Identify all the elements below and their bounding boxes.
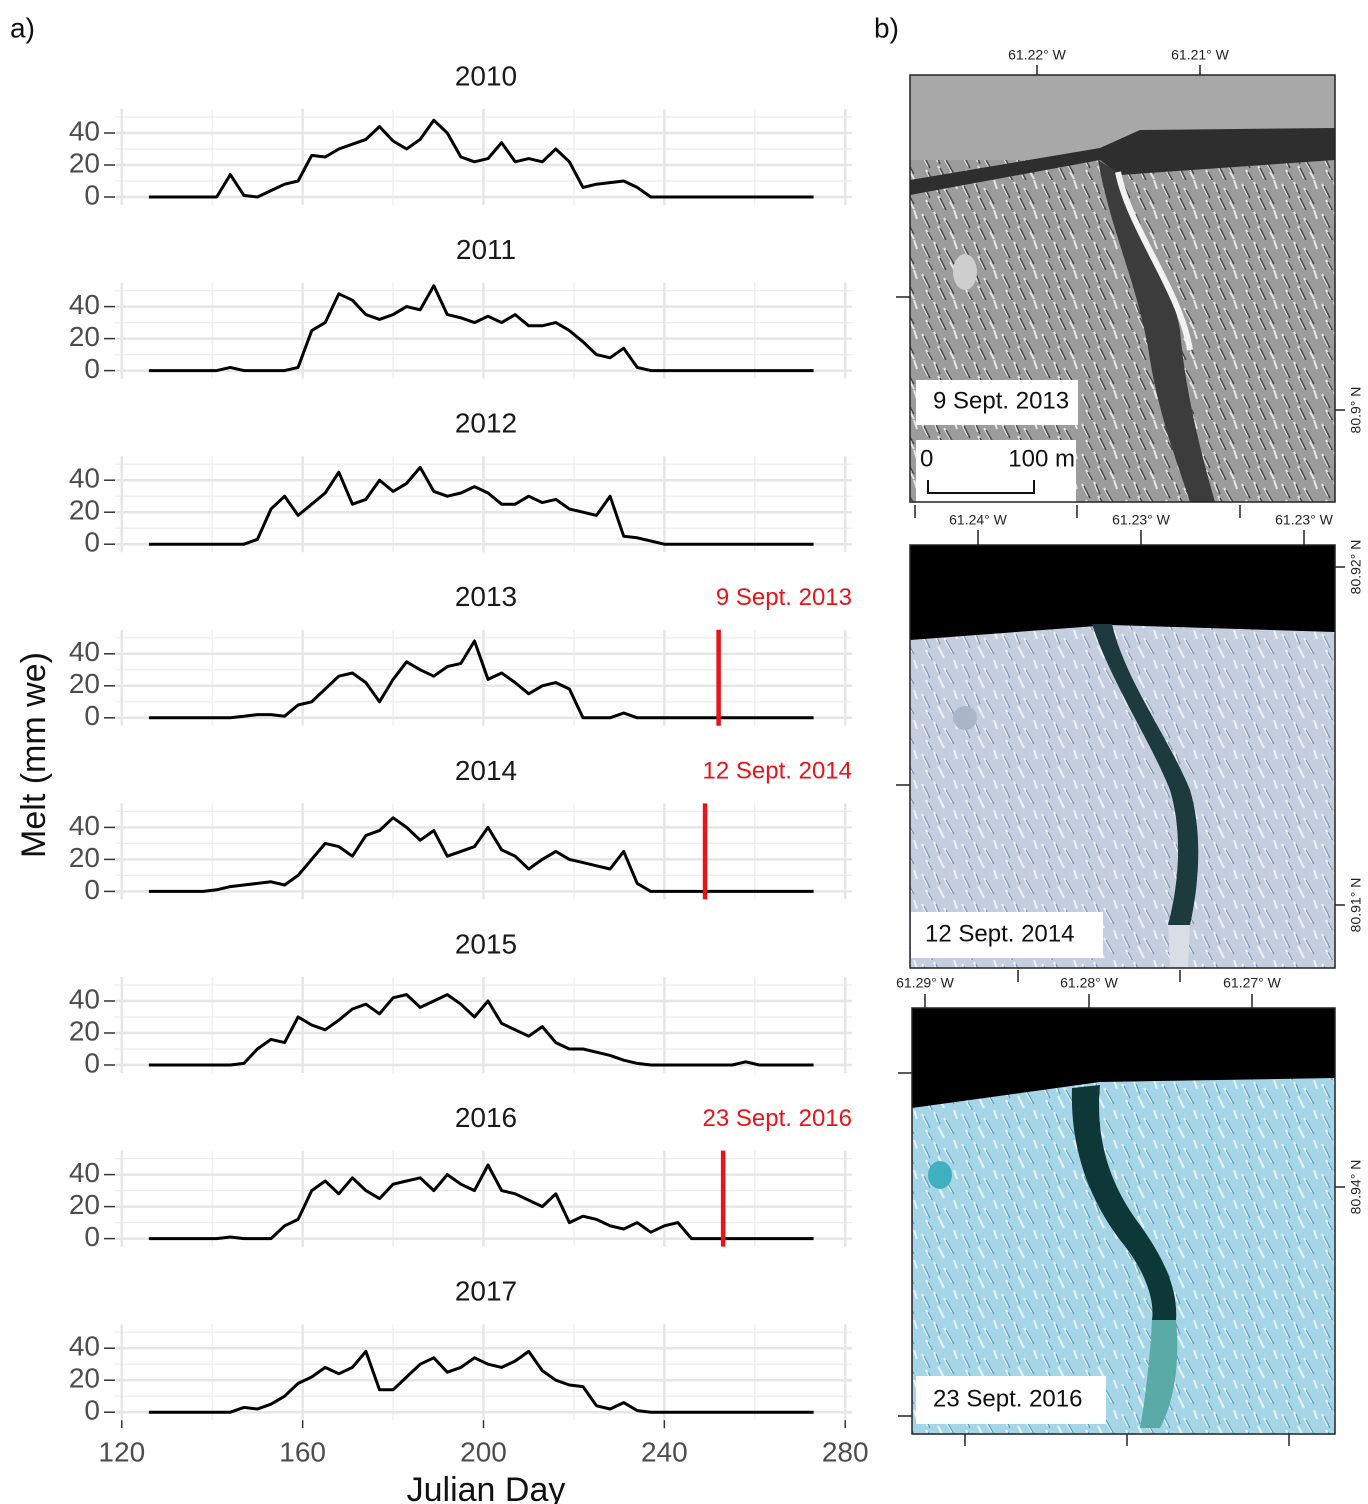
event-label: 12 Sept. 2014: [703, 758, 852, 785]
melt-line: [149, 818, 814, 892]
y-tick-label: 20: [69, 1015, 100, 1046]
image-date: 12 Sept. 2014: [925, 920, 1074, 947]
y-tick-label: 0: [84, 179, 100, 210]
y-tick-label: 0: [84, 1047, 100, 1078]
panel-title: 2016: [455, 1102, 517, 1133]
y-tick-label: 40: [69, 983, 100, 1014]
y-tick-label: 20: [69, 1189, 100, 1220]
x-tick-label: 280: [822, 1437, 869, 1468]
y-tick-label: 20: [69, 842, 100, 873]
event-label: 23 Sept. 2016: [703, 1105, 852, 1132]
satellite-image: 12 Sept. 2014 61.24° W 61.23° W 61.23° W…: [896, 512, 1364, 982]
panel-title: 2012: [455, 408, 517, 439]
y-tick-label: 0: [84, 527, 100, 558]
lon-tick-label: 61.23° W: [1275, 512, 1334, 528]
x-tick-label: 240: [641, 1437, 688, 1468]
y-tick-label: 0: [84, 353, 100, 384]
panel-title: 2014: [455, 755, 517, 786]
panel-title: 2017: [455, 1276, 517, 1307]
lat-tick-label: 80.9° N: [1348, 387, 1364, 434]
x-tick-label: 160: [279, 1437, 326, 1468]
lon-tick-label: 61.27° W: [1223, 975, 1282, 991]
panel-title: 2013: [455, 581, 517, 612]
y-tick-label: 40: [69, 1157, 100, 1188]
y-tick-label: 40: [69, 1331, 100, 1362]
melt-line: [149, 467, 814, 544]
panel-title: 2010: [455, 60, 517, 91]
image-date: 9 Sept. 2013: [933, 387, 1069, 414]
melt-line: [149, 1351, 814, 1412]
lon-tick-label: 61.21° W: [1171, 47, 1230, 63]
event-label: 9 Sept. 2013: [716, 584, 852, 611]
lon-tick-label: 61.23° W: [1112, 512, 1171, 528]
panel-label: a): [10, 12, 35, 43]
panel-label: b): [874, 12, 899, 43]
lon-tick-label: 61.24° W: [949, 512, 1008, 528]
melt-line: [149, 286, 814, 371]
lat-tick-label: 80.92° N: [1348, 540, 1364, 595]
satellite-image: 9 Sept. 2013 0 100 m 61.22° W 61.21° W 8…: [896, 47, 1364, 518]
lat-tick-label: 80.91° N: [1348, 878, 1364, 933]
melt-line: [149, 995, 814, 1065]
satellite-image: 23 Sept. 2016 61.29° W 61.28° W 61.27° W…: [896, 975, 1364, 1446]
y-tick-label: 20: [69, 147, 100, 178]
melt-line: [149, 1165, 814, 1239]
panel-title: 2015: [455, 928, 517, 959]
lon-tick-label: 61.29° W: [896, 975, 955, 991]
scale-label: 100 m: [1008, 445, 1075, 472]
scale-label: 0: [920, 445, 933, 472]
melt-line: [149, 120, 814, 197]
y-tick-label: 40: [69, 636, 100, 667]
lat-tick-label: 80.94° N: [1348, 1160, 1364, 1215]
y-axis-title: Melt (mm we): [15, 652, 53, 858]
image-date: 23 Sept. 2016: [933, 1385, 1082, 1412]
panel-title: 2011: [456, 234, 516, 265]
y-tick-label: 40: [69, 463, 100, 494]
y-tick-label: 20: [69, 321, 100, 352]
x-axis-title: Julian Day: [407, 1471, 566, 1504]
y-tick-label: 0: [84, 700, 100, 731]
y-tick-label: 0: [84, 874, 100, 905]
y-tick-label: 20: [69, 668, 100, 699]
y-tick-label: 20: [69, 495, 100, 526]
x-tick-label: 120: [98, 1437, 145, 1468]
y-tick-label: 40: [69, 289, 100, 320]
y-tick-label: 40: [69, 115, 100, 146]
lon-tick-label: 61.22° W: [1008, 47, 1067, 63]
y-tick-label: 20: [69, 1363, 100, 1394]
y-tick-label: 40: [69, 810, 100, 841]
y-tick-label: 0: [84, 1395, 100, 1426]
melt-line: [149, 641, 814, 718]
x-tick-label: 200: [460, 1437, 507, 1468]
y-tick-label: 0: [84, 1221, 100, 1252]
lon-tick-label: 61.28° W: [1060, 975, 1119, 991]
figure: 2010020402011020402012020402013020409 Se…: [0, 0, 1368, 1504]
